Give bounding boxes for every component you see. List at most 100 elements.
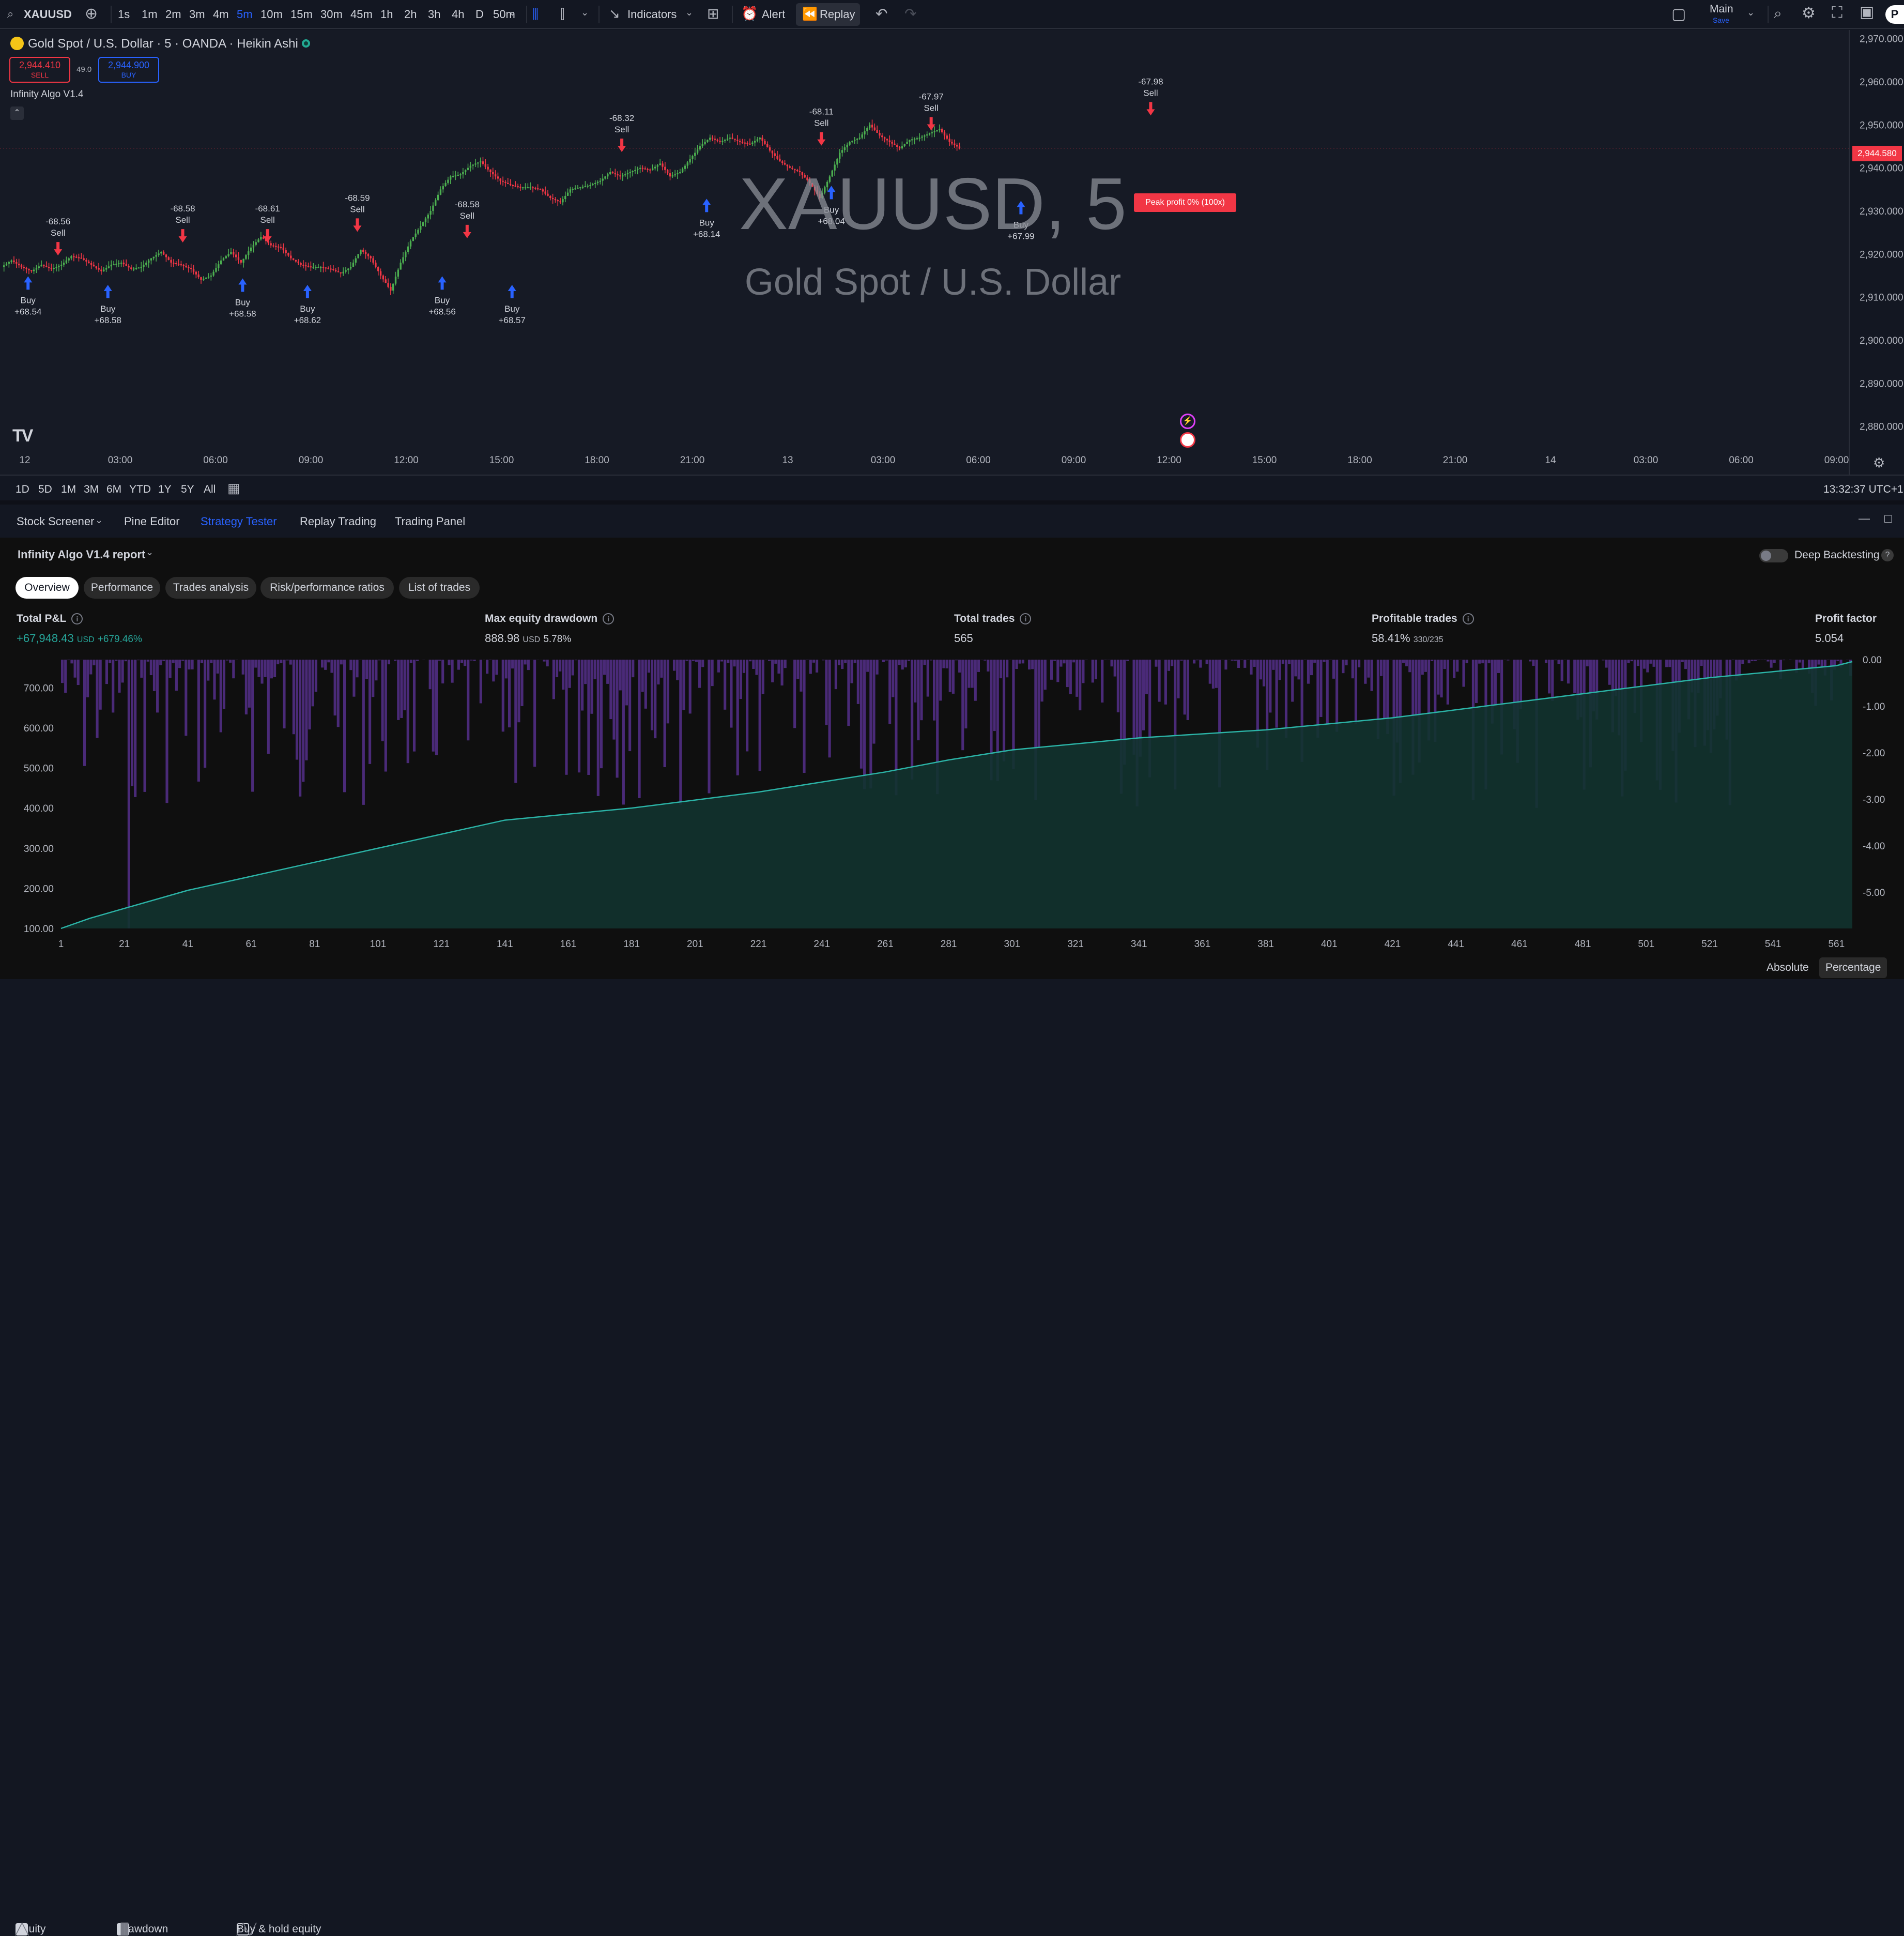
- range-1m[interactable]: 1M: [61, 483, 76, 496]
- timeframe-45m[interactable]: 45m: [350, 8, 373, 21]
- fullscreen-window-icon[interactable]: ▢: [1671, 5, 1686, 23]
- buy-signal[interactable]: Buy+68.57: [498, 285, 525, 325]
- sell-signal[interactable]: Sell-68.59: [345, 193, 370, 232]
- subtab-performance[interactable]: Performance: [84, 577, 160, 599]
- tab-pine-editor[interactable]: Pine Editor: [124, 515, 180, 528]
- buy-signal[interactable]: Buy+68.58: [94, 285, 121, 325]
- chart-title[interactable]: Gold Spot / U.S. Dollar · 5 · OANDA · He…: [28, 37, 298, 51]
- chart-settings-icon[interactable]: ⚙: [1873, 455, 1885, 471]
- sell-signal[interactable]: Sell-68.56: [45, 217, 70, 255]
- go-to-date-icon[interactable]: ▦: [227, 480, 240, 496]
- panel-resize-handle[interactable]: [0, 500, 1904, 505]
- timeframe-1h[interactable]: 1h: [380, 8, 393, 21]
- range-ytd[interactable]: YTD: [129, 483, 151, 496]
- timeframe-dropdown-icon[interactable]: ⌄: [509, 7, 516, 18]
- range-all[interactable]: All: [204, 483, 216, 496]
- quick-search-icon[interactable]: ⌕: [1774, 5, 1782, 22]
- sell-signal[interactable]: Sell-68.58: [170, 204, 195, 242]
- alert-button[interactable]: Alert: [762, 8, 785, 21]
- info-icon[interactable]: i: [1463, 613, 1474, 624]
- bar-style-icon[interactable]: ⫼: [532, 6, 539, 23]
- layout-save-label[interactable]: Save: [1713, 16, 1729, 24]
- subtab-overview[interactable]: Overview: [16, 577, 79, 599]
- compare-symbol-icon[interactable]: ⊕: [85, 5, 98, 23]
- percentage-toggle[interactable]: Percentage: [1819, 957, 1887, 978]
- indicators-icon[interactable]: ↘: [609, 6, 620, 22]
- drawdown-bar: [438, 660, 441, 661]
- timeframe-3h[interactable]: 3h: [428, 8, 440, 21]
- tab-trading-panel[interactable]: Trading Panel: [395, 515, 465, 528]
- alert-icon[interactable]: ⏰: [741, 6, 758, 22]
- indicators-button[interactable]: Indicators: [627, 8, 677, 21]
- tab-replay-trading[interactable]: Replay Trading: [300, 515, 376, 528]
- deep-backtesting-help-icon[interactable]: ?: [1881, 549, 1894, 561]
- timeframe-15m[interactable]: 15m: [290, 8, 313, 21]
- sell-signal[interactable]: Sell-68.11: [809, 107, 834, 146]
- undo-icon[interactable]: ↶: [876, 5, 887, 22]
- range-3m[interactable]: 3M: [84, 483, 99, 496]
- timeframe-30m[interactable]: 30m: [320, 8, 343, 21]
- settings-gear-icon[interactable]: ⚙: [1802, 4, 1816, 22]
- sell-signal[interactable]: Sell-67.98: [1138, 77, 1163, 115]
- subtab-list-of-trades[interactable]: List of trades: [399, 577, 480, 599]
- layout-name[interactable]: Main: [1710, 3, 1733, 16]
- chart-type-icon[interactable]: ⫿: [560, 6, 564, 23]
- timeframe-D[interactable]: D: [475, 8, 484, 21]
- tab-stock-screener[interactable]: Stock Screener: [17, 515, 94, 528]
- range-5d[interactable]: 5D: [38, 483, 52, 496]
- snapshot-camera-icon[interactable]: ▣: [1860, 3, 1874, 21]
- info-icon[interactable]: i: [603, 613, 614, 624]
- deep-backtesting-toggle[interactable]: [1759, 549, 1788, 562]
- indicator-name[interactable]: Infinity Algo V1.4: [10, 89, 84, 100]
- timeframe-4h[interactable]: 4h: [452, 8, 464, 21]
- event-flag-icon[interactable]: [1180, 432, 1195, 448]
- timeframe-2h[interactable]: 2h: [404, 8, 417, 21]
- buy-button[interactable]: 2,944.900 BUY: [98, 57, 159, 83]
- sell-signal[interactable]: Sell-68.58: [455, 200, 480, 238]
- sell-signal[interactable]: Sell-68.32: [609, 113, 634, 152]
- buy-signal[interactable]: Buy+68.56: [428, 276, 455, 316]
- symbol-search-button[interactable]: XAUUSD: [24, 8, 72, 21]
- stock-screener-dropdown-icon[interactable]: ⌄: [95, 515, 103, 526]
- timeframe-1m[interactable]: 1m: [142, 8, 158, 21]
- equity-chart-svg[interactable]: 700.00600.00500.00400.00300.00200.00100.…: [0, 652, 1904, 952]
- info-icon[interactable]: i: [71, 613, 83, 624]
- fullscreen-icon[interactable]: ⛶: [1832, 4, 1842, 22]
- avatar[interactable]: P: [1885, 5, 1904, 24]
- timeframe-10m[interactable]: 10m: [260, 8, 283, 21]
- chart-type-dropdown-icon[interactable]: ⌄: [581, 7, 589, 18]
- event-flash-icon[interactable]: ⚡: [1180, 414, 1195, 429]
- timeframe-4m[interactable]: 4m: [213, 8, 229, 21]
- sell-button[interactable]: 2,944.410 SELL: [9, 57, 70, 83]
- indicators-dropdown-icon[interactable]: ⌄: [685, 7, 693, 18]
- subtab-trades-analysis[interactable]: Trades analysis: [165, 577, 256, 599]
- timeframe-3m[interactable]: 3m: [189, 8, 205, 21]
- info-icon[interactable]: i: [1020, 613, 1031, 624]
- collapse-legend-button[interactable]: ⌃: [10, 106, 24, 120]
- range-1y[interactable]: 1Y: [158, 483, 172, 496]
- layout-dropdown-icon[interactable]: ⌄: [1747, 7, 1755, 18]
- sell-signal[interactable]: Sell-68.61: [255, 204, 280, 242]
- buy-signal[interactable]: Buy+68.54: [14, 276, 41, 316]
- range-5y[interactable]: 5Y: [181, 483, 194, 496]
- price-chart-svg[interactable]: 2,970.0002,960.0002,950.0002,940.0002,93…: [0, 30, 1904, 475]
- range-6m[interactable]: 6M: [106, 483, 121, 496]
- timeframe-5m[interactable]: 5m: [237, 8, 253, 21]
- redo-icon[interactable]: ↷: [904, 5, 916, 22]
- absolute-toggle[interactable]: Absolute: [1767, 962, 1809, 974]
- report-title[interactable]: Infinity Algo V1.4 report: [18, 548, 145, 561]
- buy-signal[interactable]: Buy+68.58: [229, 279, 256, 319]
- timeframe-1s[interactable]: 1s: [118, 8, 130, 21]
- symbol-search-icon[interactable]: ⌕: [7, 7, 13, 21]
- report-dropdown-icon[interactable]: ⌄: [146, 547, 153, 558]
- clock[interactable]: 13:32:37 UTC+1: [1823, 483, 1903, 496]
- timeframe-2m[interactable]: 2m: [165, 8, 181, 21]
- range-1d[interactable]: 1D: [16, 483, 29, 496]
- maximize-panel-icon[interactable]: □: [1884, 512, 1892, 526]
- buy-signal[interactable]: Buy+68.62: [294, 285, 321, 325]
- minimize-panel-icon[interactable]: —: [1859, 512, 1870, 525]
- layout-grid-icon[interactable]: ⊞: [707, 5, 719, 22]
- tab-strategy-tester[interactable]: Strategy Tester: [201, 515, 277, 528]
- subtab-risk-performance[interactable]: Risk/performance ratios: [260, 577, 394, 599]
